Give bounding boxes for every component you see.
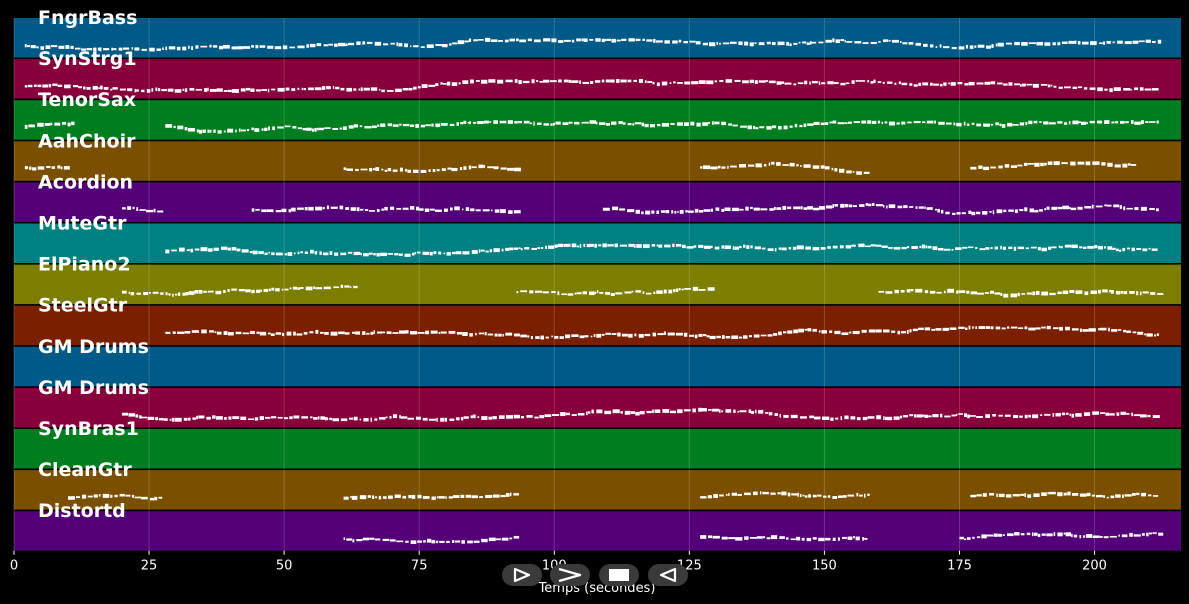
x-tick-label: 150 xyxy=(812,559,837,574)
track-label: AahChoir xyxy=(38,130,136,152)
track-lane xyxy=(14,59,1181,99)
grid-lines xyxy=(13,18,1096,551)
note-segment xyxy=(700,535,868,542)
track-label: Distortd xyxy=(38,500,126,522)
note-segment xyxy=(343,535,520,544)
note-segment xyxy=(122,284,358,297)
track-lane xyxy=(14,511,1181,551)
track-lane xyxy=(14,18,1181,58)
note-segment xyxy=(970,161,1137,171)
track-lanes xyxy=(14,18,1181,551)
x-tick-label: 25 xyxy=(141,559,158,574)
note-segment xyxy=(24,165,70,171)
track-label: TenorSax xyxy=(38,89,136,111)
note-segment xyxy=(700,161,870,175)
note-segment xyxy=(343,492,519,500)
note-segment xyxy=(700,491,870,499)
track-label: SynStrg1 xyxy=(38,48,137,70)
fast-forward-button[interactable] xyxy=(550,564,590,586)
x-tick-label: 0 xyxy=(10,559,18,574)
note-segment xyxy=(165,243,1158,257)
fast-forward-icon xyxy=(558,568,582,582)
x-tick-label: 50 xyxy=(276,559,293,574)
note-events xyxy=(24,37,1164,544)
track-lane xyxy=(14,429,1181,469)
note-segment xyxy=(165,325,1159,340)
note-segment xyxy=(959,531,1164,541)
track-labels: FngrBass SynStrg1 TenorSax AahChoir Acordion… xyxy=(38,7,149,522)
note-segment xyxy=(122,206,164,213)
rewind-button[interactable] xyxy=(648,564,688,586)
stop-icon xyxy=(609,569,629,581)
track-lane xyxy=(14,264,1181,305)
note-segment xyxy=(24,79,1159,93)
track-lane xyxy=(14,182,1181,222)
track-lane xyxy=(14,305,1181,346)
note-segment xyxy=(878,288,1164,298)
play-button[interactable] xyxy=(502,564,542,586)
track-label: CleanGtr xyxy=(38,459,132,481)
track-label: GM Drums xyxy=(38,377,149,399)
track-lane xyxy=(14,141,1181,181)
track-lane xyxy=(14,223,1181,263)
note-segment xyxy=(251,205,521,214)
note-segment xyxy=(68,493,163,501)
stop-button[interactable] xyxy=(599,564,639,586)
note-segment xyxy=(24,37,1162,52)
track-lane xyxy=(14,346,1181,387)
transport-controls xyxy=(502,564,688,586)
track-label: GM Drums xyxy=(38,336,149,358)
track-label: Acordion xyxy=(38,171,133,193)
track-label: ElPiano2 xyxy=(38,254,131,276)
rewind-icon xyxy=(659,568,677,582)
track-label: SynBras1 xyxy=(38,418,139,440)
track-label: MuteGtr xyxy=(38,213,127,235)
x-tick-label: 200 xyxy=(1082,559,1107,574)
note-segment xyxy=(970,491,1159,499)
track-label: SteelGtr xyxy=(38,295,128,317)
note-segment xyxy=(343,164,521,173)
track-lane xyxy=(14,100,1181,140)
note-segment xyxy=(516,286,715,296)
note-segment xyxy=(122,407,1160,422)
track-label: FngrBass xyxy=(38,7,137,29)
x-tick-label: 175 xyxy=(947,559,972,574)
track-lane xyxy=(14,387,1181,428)
play-icon xyxy=(513,568,531,582)
note-segment xyxy=(165,120,1159,134)
note-segment xyxy=(24,121,75,129)
x-tick-label: 75 xyxy=(411,559,428,574)
track-lane xyxy=(14,470,1181,510)
note-segment xyxy=(602,203,1159,216)
